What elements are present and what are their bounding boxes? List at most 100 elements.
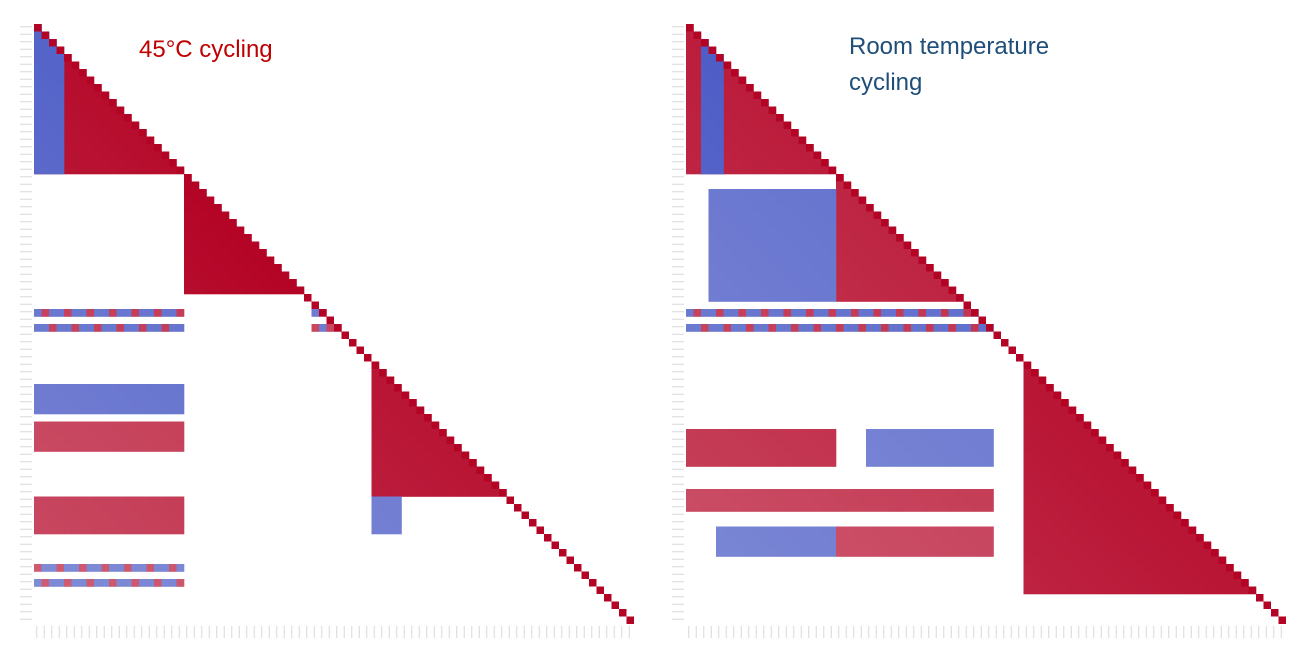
heatmap-cell-1-2-29-23: [858, 241, 867, 250]
heatmap-cell-1-0-11-0: [686, 106, 694, 115]
heatmap-cell-1-7-54-33: [933, 429, 942, 437]
heatmap-cell-1-5-72-54: [1091, 564, 1099, 572]
heatmap-cell-1-4-38-23: [858, 309, 867, 317]
heatmap-cell-1-0-13-7: [738, 121, 747, 130]
x-tick-mark-1-55: [1100, 626, 1102, 638]
diagonal-cell-0-0: [34, 24, 42, 32]
heatmap-cell-0-2-29-28: [244, 241, 252, 250]
heatmap-cell-0-5-51-49: [401, 406, 410, 415]
heatmap-cell-0-3-40-6: [79, 324, 87, 332]
diagonal-cell-1-25: [873, 211, 881, 219]
heatmap-cell-1-5-75-53: [1083, 586, 1092, 595]
x-tick-mark-0-5: [73, 626, 75, 638]
heatmap-cell-1-5-73-51: [1068, 571, 1077, 580]
heatmap-cell-1-10-70-31: [918, 549, 927, 557]
heatmap-cell-1-10-70-39: [978, 549, 987, 557]
heatmap-cell-1-6-55-5: [723, 436, 732, 445]
y-tick-mark-0-16: [20, 146, 32, 148]
heatmap-cell-1-3-28-19: [828, 234, 837, 242]
heatmap-cell-1-0-19-10: [761, 166, 769, 175]
heatmap-cell-1-10-67-27: [888, 526, 897, 535]
heatmap-cell-0-0-16-9: [101, 144, 110, 152]
heatmap-cell-1-3-31-19: [828, 256, 837, 265]
heatmap-cell-1-5-61-49: [1053, 481, 1062, 490]
heatmap-cell-1-8-64-11: [768, 504, 777, 512]
heatmap-cell-1-6-58-1: [693, 459, 702, 467]
heatmap-cell-1-8-64-9: [753, 504, 762, 512]
heatmap-cell-0-0-9-4: [64, 91, 72, 100]
heatmap-cell-1-6-57-19: [828, 451, 837, 460]
heatmap-cell-1-4-38-2: [701, 309, 709, 317]
heatmap-cell-0-7-50-8: [94, 399, 102, 407]
diagonal-cell-0-17: [161, 151, 169, 159]
heatmap-cell-1-5-54-53: [1083, 429, 1092, 437]
heatmap-cell-0-8-65-17: [161, 511, 170, 520]
heatmap-cell-1-5-71-54: [1091, 556, 1099, 565]
heatmap-cell-1-5-74-51: [1068, 579, 1077, 587]
heatmap-cell-1-5-56-46: [1031, 444, 1039, 452]
heatmap-cell-0-5-58-52: [424, 459, 432, 467]
x-tick-mark-0-27: [238, 626, 240, 638]
heatmap-cell-1-5-63-55: [1098, 496, 1107, 505]
heatmap-cell-0-7-49-5: [71, 391, 80, 400]
x-tick-mark-0-62: [501, 626, 503, 638]
heatmap-cell-1-3-22-12: [776, 189, 784, 197]
y-tick-mark-1-39: [672, 318, 684, 320]
heatmap-cell-0-5-58-56: [454, 459, 462, 467]
heatmap-cell-0-8-67-4: [64, 526, 72, 535]
heatmap-cell-1-4-40-33: [933, 324, 942, 332]
heatmap-cell-1-3-24-8: [746, 204, 754, 212]
heatmap-cell-1-5-74-67: [1188, 579, 1197, 587]
x-tick-mark-1-78: [1273, 626, 1275, 638]
heatmap-cell-0-2-30-20: [184, 249, 192, 257]
heatmap-cell-0-10-72-7: [86, 564, 95, 572]
heatmap-cell-1-0-14-6: [731, 129, 739, 137]
heatmap-cell-1-5-68-62: [1151, 534, 1159, 542]
heatmap-cell-0-7-50-13: [131, 399, 140, 407]
heatmap-cell-0-8-67-19: [176, 526, 185, 535]
heatmap-cell-1-1-17-3: [708, 151, 717, 160]
heatmap-cell-1-5-55-46: [1031, 436, 1039, 445]
heatmap-cell-1-5-67-54: [1091, 526, 1099, 535]
diagonal-cell-1-16: [806, 144, 814, 152]
diagonal-cell-1-33: [933, 271, 941, 279]
diagonal-cell-1-79: [1278, 616, 1286, 624]
x-tick-mark-1-73: [1235, 626, 1237, 638]
heatmap-cell-1-6-55-10: [761, 436, 769, 445]
heatmap-cell-0-5-54-50: [409, 429, 417, 437]
heatmap-cell-0-8-64-15: [146, 504, 155, 512]
heatmap-cell-0-10-72-15: [146, 564, 155, 572]
heatmap-cell-1-8-63-31: [918, 496, 927, 505]
diagonal-cell-0-56: [454, 444, 462, 452]
heatmap-cell-0-8-63-5: [71, 496, 80, 505]
heatmap-cell-1-5-61-52: [1076, 481, 1084, 490]
heatmap-cell-1-7-55-27: [888, 436, 897, 445]
x-tick-mark-1-52: [1078, 626, 1080, 638]
heatmap-cell-1-7-55-36: [956, 436, 964, 445]
heatmap-cell-1-5-57-49: [1053, 451, 1062, 460]
heatmap-cell-1-4-38-6: [731, 309, 739, 317]
heatmap-cell-0-6-54-18: [169, 429, 177, 437]
heatmap-cell-1-9-69-5: [723, 541, 732, 550]
heatmap-cell-1-0-15-8: [746, 136, 754, 145]
heatmap-cell-1-5-57-46: [1031, 451, 1039, 460]
heatmap-cell-0-5-62-58: [469, 489, 477, 497]
y-tick-mark-1-40: [672, 326, 684, 328]
heatmap-cell-1-5-59-52: [1076, 466, 1084, 475]
heatmap-cell-0-10-74-4: [64, 579, 72, 587]
heatmap-cell-0-7-48-12: [124, 384, 132, 392]
heatmap-cell-1-5-75-67: [1188, 586, 1197, 595]
heatmap-cell-1-5-67-57: [1113, 526, 1122, 535]
heatmap-cell-1-3-26-8: [746, 219, 754, 227]
heatmap-cell-1-6-58-14: [791, 459, 799, 467]
heatmap-cell-1-1-11-4: [716, 106, 724, 115]
heatmap-cell-0-0-13-11: [116, 121, 125, 130]
y-tick-mark-1-45: [672, 363, 684, 365]
heatmap-cell-1-2-30-29: [903, 249, 912, 257]
heatmap-cell-1-1-6-2: [701, 69, 709, 77]
heatmap-cell-1-0-14-10: [761, 129, 769, 137]
heatmap-cell-1-3-31-12: [776, 256, 784, 265]
heatmap-cell-0-2-34-22: [199, 279, 207, 287]
heatmap-cell-1-5-69-54: [1091, 541, 1099, 550]
heatmap-cell-1-7-55-34: [941, 436, 949, 445]
